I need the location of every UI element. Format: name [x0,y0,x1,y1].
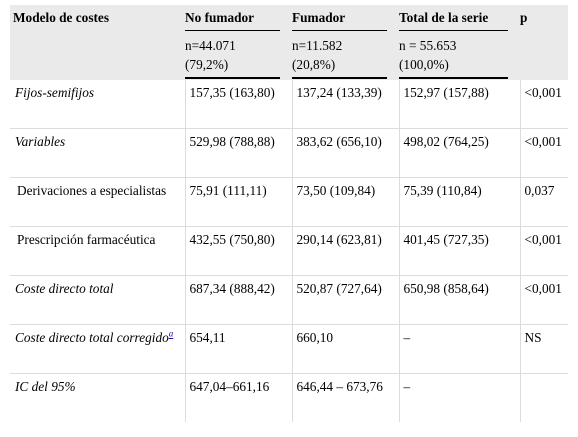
cell-no-fumador: 157,35 (163,80) [184,80,292,129]
table-row: Coste directo total 687,34 (888,42) 520,… [10,275,568,325]
cell-no-fumador: 75,91 (111,11) [184,177,292,227]
cell-total: 152,97 (157,88) [398,80,520,129]
cell-total: 650,98 (858,64) [398,275,520,325]
cell-p: <0,001 [519,226,568,276]
subheader-model-empty [10,33,185,80]
table-row: IC del 95% 647,04–661,16 646,44 – 673,76… [10,373,568,422]
cell-fumador: 290,14 (623,81) [291,226,399,276]
cell-total: – [398,324,520,374]
cell-total: 75,39 (110,84) [398,177,520,227]
footnote-a-link[interactable]: a [168,328,174,339]
header-fumador: Fumador [292,5,399,33]
cost-model-table: Modelo de costes No fumador Fumador Tota… [10,5,568,422]
cell-p: 0,037 [519,177,568,227]
row-model: Coste directo total corregidoa [10,324,185,374]
row-model: Variables [10,128,185,178]
cell-fumador: 73,50 (109,84) [291,177,399,227]
table-row: Coste directo total corregidoa 654,11 66… [10,324,568,374]
cell-fumador: 660,10 [291,324,399,374]
subheader-p-empty [520,33,568,80]
table-row: Derivaciones a especialistas 75,91 (111,… [10,177,568,227]
subheader-no-fumador: n=44.071 (79,2%) [185,33,292,80]
table-subheader-row: n=44.071 (79,2%) n=11.582 (20,8%) n = 55… [10,33,568,80]
cell-fumador: 383,62 (656,10) [291,128,399,178]
cell-p: <0,001 [519,275,568,325]
cell-fumador: 646,44 – 673,76 [291,373,399,422]
table-header-row: Modelo de costes No fumador Fumador Tota… [10,5,568,33]
cell-total: 401,45 (727,35) [398,226,520,276]
cell-total: – [398,373,520,422]
table-row: Prescripción farmacéutica 432,55 (750,80… [10,226,568,276]
cell-p [519,373,568,422]
cell-no-fumador: 647,04–661,16 [184,373,292,422]
cell-no-fumador: 432,55 (750,80) [184,226,292,276]
cell-total: 498,02 (764,25) [398,128,520,178]
cell-fumador: 137,24 (133,39) [291,80,399,129]
row-model: Prescripción farmacéutica [10,226,185,276]
row-model: Fijos-semifijos [10,80,185,129]
row-model: Coste directo total [10,275,185,325]
cell-p: NS [519,324,568,374]
header-total: Total de la serie [399,5,520,33]
header-model: Modelo de costes [10,5,185,33]
row-model: IC del 95% [15,379,76,394]
table-row: Variables 529,98 (788,88) 383,62 (656,10… [10,128,568,178]
row-model-label: Coste directo total corregido [15,330,169,345]
cell-no-fumador: 654,11 [184,324,292,374]
header-p: p [520,5,568,33]
cell-p: <0,001 [519,80,568,129]
subheader-fumador: n=11.582 (20,8%) [292,33,399,80]
row-model: Derivaciones a especialistas [10,177,185,227]
cell-fumador: 520,87 (727,64) [291,275,399,325]
cell-no-fumador: 687,34 (888,42) [184,275,292,325]
cell-no-fumador: 529,98 (788,88) [184,128,292,178]
table-row: Fijos-semifijos 157,35 (163,80) 137,24 (… [10,80,568,129]
cell-p: <0,001 [519,128,568,178]
subheader-total: n = 55.653 (100,0%) [399,33,520,80]
header-no-fumador: No fumador [185,5,292,33]
